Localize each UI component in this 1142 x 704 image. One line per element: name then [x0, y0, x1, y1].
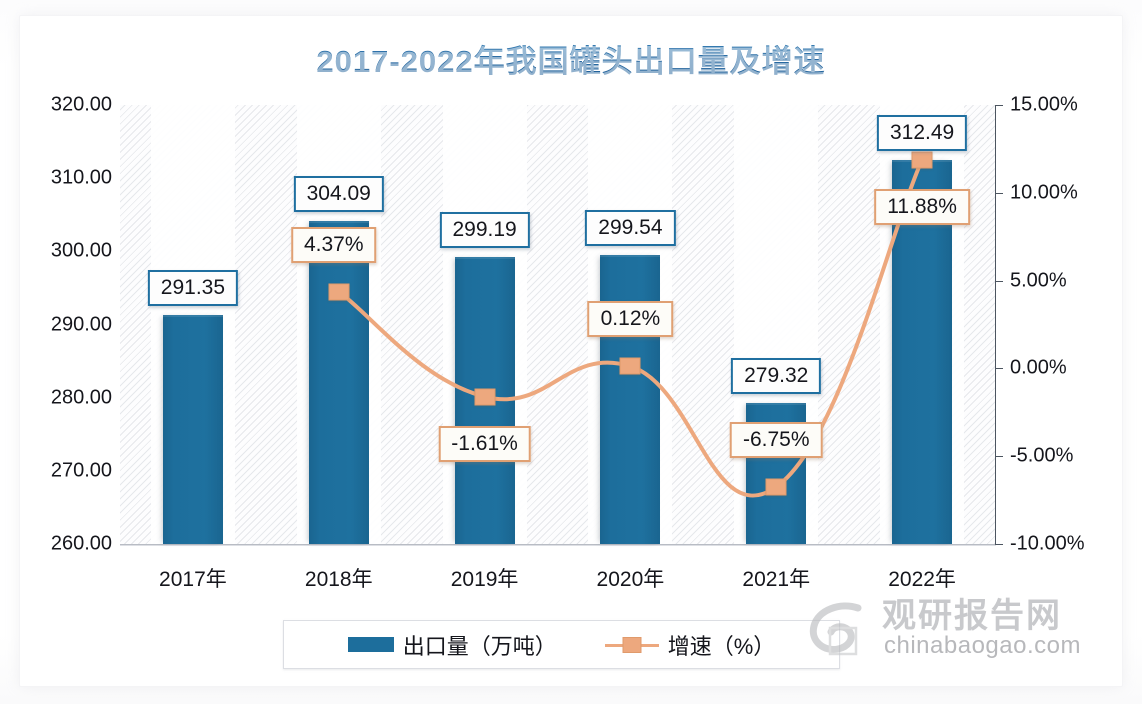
- growth-rate-label: 4.37%: [290, 226, 377, 263]
- right-axis-tick: [995, 280, 1003, 282]
- growth-rate-label: -6.75%: [729, 421, 823, 458]
- line-marker: [328, 283, 350, 301]
- growth-rate-label: 11.88%: [874, 188, 970, 225]
- right-axis-tick: [995, 368, 1003, 370]
- right-axis-tick-label: -10.00%: [1010, 532, 1085, 555]
- legend-item-export-volume[interactable]: 出口量（万吨）: [347, 629, 557, 661]
- chart-legend[interactable]: 出口量（万吨） 增速（%）: [283, 620, 840, 669]
- x-axis-tick-label: 2019年: [450, 568, 519, 591]
- bar: [162, 314, 223, 544]
- x-axis-tick-label: 2018年: [304, 568, 373, 591]
- right-axis-tick: [995, 105, 1003, 106]
- right-axis-tick: [995, 192, 1003, 194]
- right-axis-tick-label: -5.00%: [1010, 444, 1074, 467]
- bar: [308, 221, 369, 544]
- line-marker: [911, 151, 933, 169]
- chart-title: 2017-2022年我国罐头出口量及增速: [0, 36, 1142, 81]
- legend-label-export-volume: 出口量（万吨）: [402, 633, 557, 659]
- x-axis-tick-label: 2022年: [888, 568, 956, 591]
- bar-value-label: 279.32: [731, 357, 822, 394]
- line-marker: [765, 478, 787, 496]
- right-axis-tick-label: 5.00%: [1010, 269, 1067, 292]
- bar-value-label: 304.09: [293, 176, 384, 213]
- legend-item-growth-rate[interactable]: 增速（%）: [604, 629, 776, 661]
- x-axis-line: [120, 544, 996, 546]
- legend-bar-swatch-icon: [347, 637, 394, 652]
- bar-value-label: 291.35: [147, 269, 239, 306]
- legend-line-swatch-icon: [604, 636, 659, 653]
- legend-label-growth-rate: 增速（%）: [667, 633, 776, 659]
- right-axis-tick: [995, 544, 1003, 545]
- left-axis-tick-label: 280.00: [50, 386, 112, 409]
- x-axis-tick-label: 2021年: [742, 568, 811, 591]
- left-axis-tick-label: 290.00: [50, 313, 112, 335]
- right-axis-tick-label: 0.00%: [1010, 356, 1067, 379]
- plot-area: [120, 105, 995, 544]
- bar-value-label: 312.49: [876, 114, 968, 151]
- left-axis-tick-label: 310.00: [50, 166, 112, 189]
- right-axis-tick: [995, 456, 1003, 458]
- line-marker: [474, 388, 496, 406]
- bar-value-label: 299.54: [585, 209, 676, 246]
- right-axis-tick-label: 10.00%: [1010, 181, 1078, 204]
- left-axis-tick-label: 300.00: [50, 239, 112, 262]
- growth-rate-label: 0.12%: [587, 301, 674, 338]
- left-axis-tick-label: 320.00: [50, 93, 112, 116]
- bar: [600, 254, 661, 544]
- x-axis-tick-label: 2017年: [159, 568, 227, 591]
- right-axis-line: [995, 105, 996, 545]
- bar-value-label: 299.19: [439, 212, 530, 249]
- right-axis-tick-label: 15.00%: [1010, 93, 1078, 116]
- x-axis-tick-label: 2020年: [596, 568, 665, 591]
- left-axis-tick-label: 270.00: [50, 459, 112, 482]
- line-marker: [619, 357, 641, 375]
- growth-rate-label: -1.61%: [438, 425, 531, 462]
- left-axis-tick-label: 260.00: [50, 532, 112, 555]
